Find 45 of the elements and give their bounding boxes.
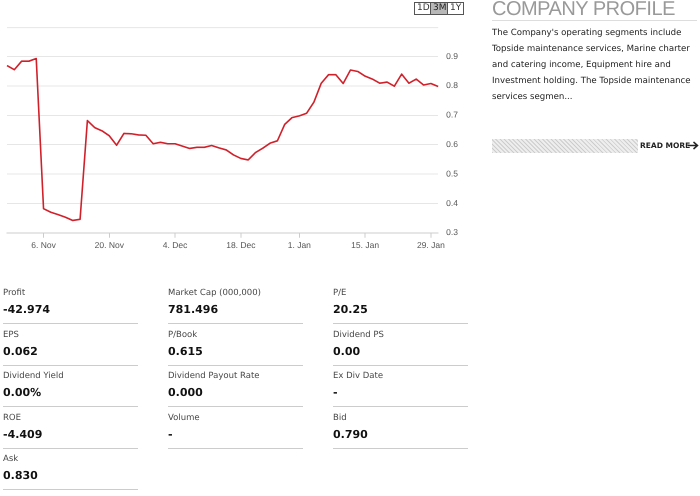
text: Dividend PS [333, 330, 385, 340]
x-tick-label: 4. Dec [162, 240, 188, 250]
text: Dividend Payout Rate [168, 371, 261, 381]
y-tick-label: 0.7 [446, 110, 458, 120]
text: ROE [3, 412, 22, 422]
text: Ex Div Date [333, 371, 384, 381]
x-tick-label: 18. Dec [226, 240, 256, 250]
text: Volume [168, 412, 201, 422]
text: -42.974 [3, 303, 52, 316]
y-tick-label: 0.6 [446, 138, 458, 149]
text: 1Y [447, 2, 464, 15]
y-tick-label: 0.8 [446, 80, 458, 90]
text: 0.062 [3, 344, 39, 358]
text: 0.00% [3, 386, 42, 399]
text: Profit [3, 288, 26, 298]
text: Bid [333, 412, 348, 422]
y-tick-label: 0.9 [446, 50, 458, 61]
x-tick-label: 20. Nov [94, 240, 125, 250]
x-tick-label: 29. Jan [416, 240, 446, 250]
text: Market Cap (000,000) [168, 288, 262, 298]
text: 1D [414, 2, 433, 15]
y-tick-label: 0.3 [446, 227, 458, 238]
text: The Company's operating segments include Topside maintenance services, Marine charter and catering income, Equipment hire and Investment holding. The Topside maintenance services segmen... [492, 27, 692, 104]
text: - [333, 386, 339, 399]
y-tick-label: 0.5 [446, 168, 458, 178]
text: 0.000 [168, 386, 204, 399]
y-tick-label: 0.4 [446, 198, 458, 208]
text: P/Book [168, 330, 198, 340]
x-tick-label: 15. Jan [351, 240, 380, 250]
text: Ask [3, 454, 20, 464]
text: - [168, 428, 174, 440]
text: Dividend Yield [3, 371, 65, 381]
x-tick-label: 6. Nov [31, 240, 57, 250]
text: 0.615 [168, 344, 204, 358]
text: 20.25 [333, 303, 369, 316]
text: 0.00 [333, 344, 362, 358]
text: 3M [430, 2, 450, 15]
text: EPS [3, 330, 20, 340]
text: 0.830 [3, 469, 39, 482]
text: P/E [333, 288, 348, 298]
x-tick-label: 1. Jan [288, 240, 312, 250]
text: COMPANY PROFILE [492, 0, 697, 21]
text: -4.409 [3, 428, 44, 440]
text: 0.790 [333, 428, 369, 440]
text: 781.496 [168, 303, 220, 316]
